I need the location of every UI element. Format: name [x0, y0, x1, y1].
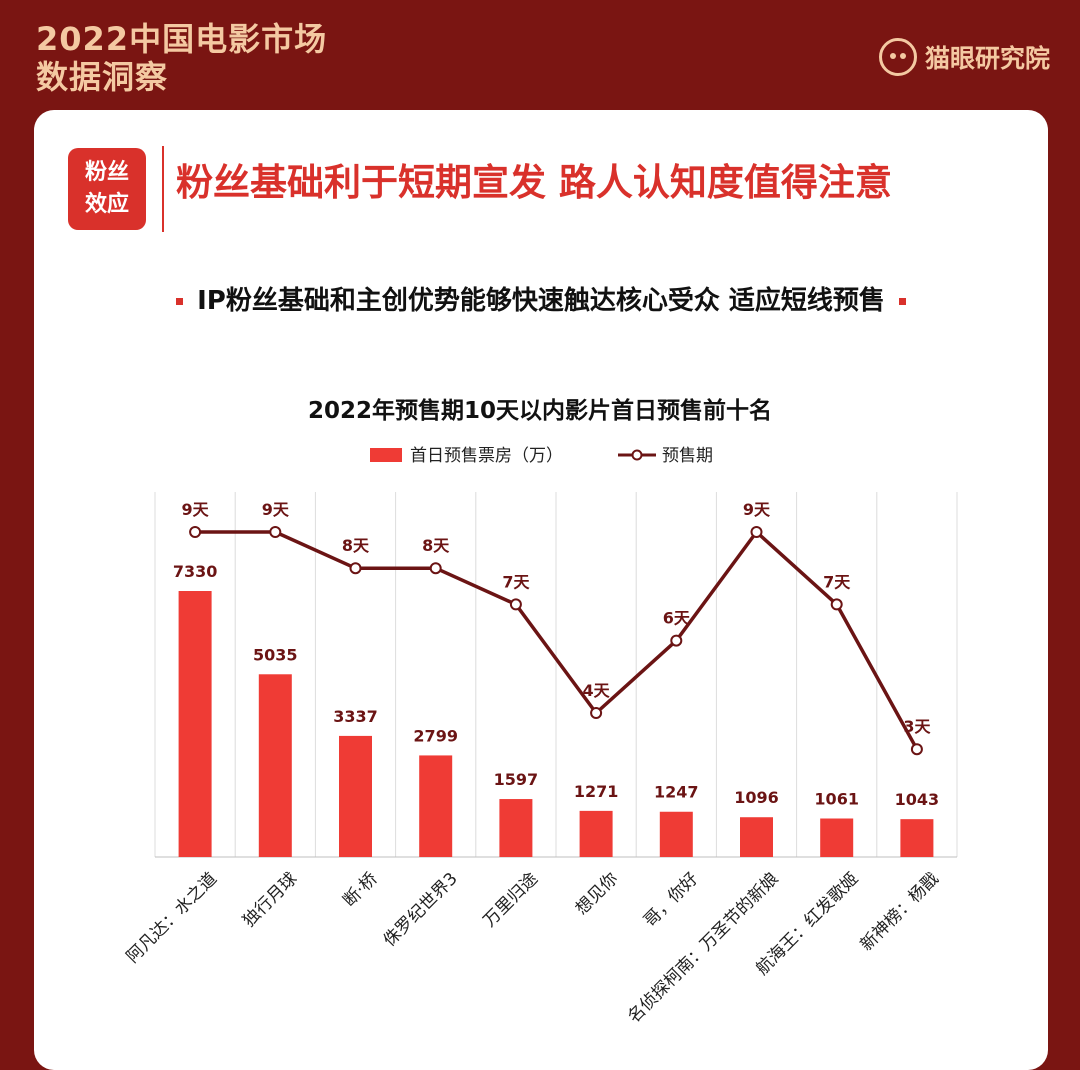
line-point-label: 7天	[502, 572, 530, 591]
line-point-label: 9天	[182, 500, 210, 519]
line-point	[670, 634, 683, 647]
brand-name: 猫眼研究院	[924, 44, 1050, 73]
bar	[499, 799, 533, 857]
bar-value-label: 1597	[494, 770, 539, 789]
line-point	[429, 562, 442, 575]
line-point	[269, 526, 282, 538]
line-point	[189, 526, 202, 538]
x-tick-label: 侏罗纪世界3	[380, 869, 462, 951]
header-title-line2: 数据洞察	[36, 58, 169, 96]
bar	[419, 755, 453, 857]
header-title-line1: 2022中国电影市场	[36, 20, 328, 58]
line-point-label: 8天	[342, 536, 370, 555]
tag-line2: 效应	[84, 192, 129, 217]
legend-line-marker	[631, 449, 643, 461]
bar	[178, 591, 212, 857]
line-point-label: 6天	[663, 609, 691, 628]
bar	[900, 819, 934, 857]
bar-value-label: 1061	[814, 789, 859, 808]
tag-line1: 粉丝	[84, 160, 129, 185]
legend-line-label: 预售期	[662, 446, 713, 466]
subtitle-text: IP粉丝基础和主创优势能够快速触达核心受众 适应短线预售	[197, 286, 885, 316]
legend-bar-swatch	[370, 448, 402, 462]
bar	[579, 810, 613, 857]
bar	[258, 674, 292, 857]
bar-value-label: 7330	[173, 562, 218, 581]
chart-title: 2022年预售期10天以内影片首日预售前十名	[308, 397, 772, 424]
x-tick-label: 名侦探柯南：万圣节的新娘	[624, 869, 782, 1027]
subtitle: IP粉丝基础和主创优势能够快速触达核心受众 适应短线预售	[34, 280, 1048, 317]
line-point	[349, 562, 362, 575]
line-point-label: 3天	[903, 717, 931, 736]
bar	[659, 811, 693, 857]
tag-divider	[162, 146, 164, 232]
line-series	[195, 530, 919, 751]
x-tick-label: 阿凡达：水之道	[123, 869, 221, 967]
bar-value-label: 5035	[253, 645, 298, 664]
bar-value-label: 2799	[413, 726, 458, 745]
line-point-label: 4天	[583, 681, 611, 700]
line-point	[509, 598, 522, 611]
legend-bar-label: 首日预售票房（万）	[410, 446, 563, 466]
line-point-label: 9天	[743, 500, 771, 519]
x-tick-label: 哥，你好	[640, 869, 702, 931]
bar-value-label: 1096	[734, 788, 779, 807]
line-point	[590, 707, 603, 719]
x-tick-label: 断·桥	[340, 869, 382, 911]
x-tick-label: 独行月球	[239, 869, 301, 931]
bullet-square-icon	[176, 298, 184, 305]
bar-value-label: 1247	[654, 783, 699, 802]
bullet-square-icon	[898, 298, 906, 305]
bar	[339, 735, 372, 857]
bar	[740, 817, 773, 857]
bar	[820, 818, 854, 857]
x-tick-label: 想见你	[572, 869, 622, 919]
brand: 猫眼研究院	[878, 38, 1050, 76]
line-point-label: 9天	[262, 500, 290, 519]
line-point	[750, 526, 763, 538]
bar-value-label: 3337	[333, 707, 378, 726]
x-tick-label: 万里归途	[480, 869, 542, 931]
header-title: 2022中国电影市场 数据洞察	[36, 20, 327, 96]
bar-value-label: 1043	[895, 790, 940, 809]
line-point	[910, 743, 923, 756]
line-point	[830, 598, 843, 611]
bar-value-label: 1271	[574, 782, 619, 801]
line-point-label: 7天	[823, 572, 851, 591]
x-tick-label: 新神榜：杨戬	[857, 869, 943, 955]
section-tag: 粉丝 效应	[68, 148, 146, 230]
headline: 粉丝基础利于短期宣发 路人认知度值得注意	[176, 161, 892, 204]
line-point-label: 8天	[422, 536, 450, 555]
content-card: 粉丝 效应 粉丝基础利于短期宣发 路人认知度值得注意 IP粉丝基础和主创优势能够…	[34, 110, 1048, 1070]
cat-eye-logo-icon	[878, 38, 917, 76]
